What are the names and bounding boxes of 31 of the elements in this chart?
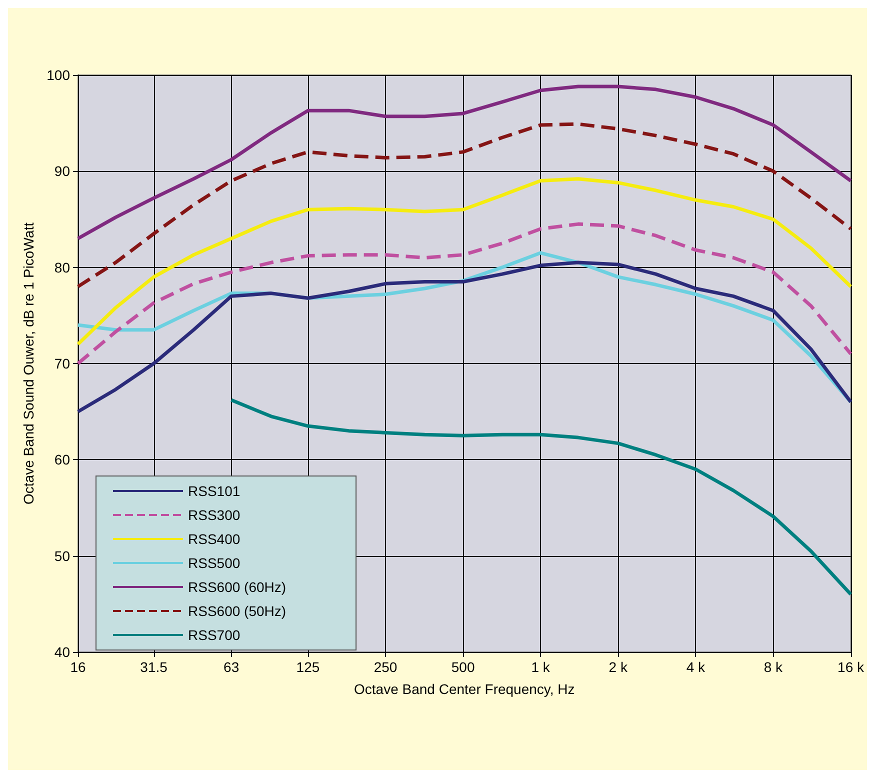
- legend-label: RSS600 (60Hz): [188, 579, 286, 595]
- x-tick-label: 31.5: [140, 659, 168, 675]
- legend-label: RSS101: [188, 483, 240, 499]
- x-tick-label: 2 k: [608, 659, 628, 675]
- line-series: [76, 177, 853, 346]
- x-tick-label: 250: [374, 659, 398, 675]
- y-tick-label: 40: [54, 644, 70, 660]
- legend-label: RSS700: [188, 627, 240, 643]
- y-tick-label: 80: [54, 259, 70, 276]
- x-tick-label: 1 k: [531, 659, 551, 675]
- y-tick-label: 70: [54, 356, 70, 372]
- x-tick-label: 8 k: [764, 659, 784, 675]
- y-axis-title: Octave Band Sound Ouwer, dB re 1 PicoWatt: [20, 222, 37, 504]
- line-series: [76, 122, 853, 288]
- legend-label: RSS600 (50Hz): [188, 603, 286, 619]
- y-tick-label: 50: [54, 548, 70, 564]
- y-tick-label: 90: [54, 163, 70, 180]
- x-tick-label: 125: [296, 659, 320, 675]
- x-tick-label: 16: [70, 659, 86, 675]
- x-tick-label: 63: [224, 659, 240, 675]
- x-axis-title: Octave Band Center Frequency, Hz: [354, 681, 575, 697]
- x-tick-label: 500: [451, 659, 475, 675]
- legend-label: RSS500: [188, 555, 240, 571]
- legend-label: RSS400: [188, 531, 240, 547]
- x-tick-label: 4 k: [686, 659, 706, 675]
- y-tick-label: 60: [54, 452, 70, 468]
- line-series: [76, 222, 853, 366]
- line-series: [76, 84, 853, 240]
- legend-label: RSS300: [188, 507, 240, 523]
- y-tick-label: 100: [46, 67, 70, 83]
- x-tick-label: 16 k: [838, 659, 865, 675]
